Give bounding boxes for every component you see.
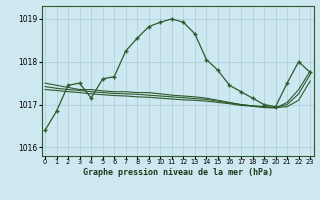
X-axis label: Graphe pression niveau de la mer (hPa): Graphe pression niveau de la mer (hPa) [83,168,273,177]
